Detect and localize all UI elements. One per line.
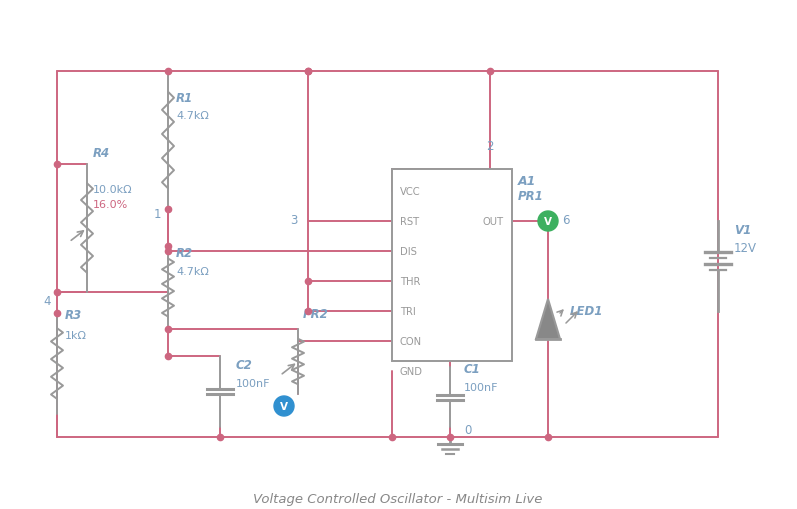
Text: R2: R2 [176,246,193,260]
Text: Voltage Controlled Oscillator - Multisim Live: Voltage Controlled Oscillator - Multisim… [253,493,543,505]
Text: CON: CON [400,336,422,346]
Text: 2: 2 [486,140,493,153]
Circle shape [274,396,294,416]
Text: PR1: PR1 [518,190,544,203]
Text: R3: R3 [65,308,82,321]
Text: V: V [280,401,288,411]
Bar [392,169,512,361]
Text: VCC: VCC [400,187,421,196]
Text: 12V: 12V [734,242,757,254]
Text: 100nF: 100nF [464,382,498,392]
Text: 16.0%: 16.0% [93,200,128,210]
Text: GND: GND [400,366,423,376]
Text: 4.7kΩ: 4.7kΩ [176,267,209,276]
Text: V: V [544,216,552,227]
Text: DIS: DIS [400,246,417,257]
Text: THR: THR [400,276,420,287]
Text: 10.0kΩ: 10.0kΩ [93,185,132,194]
Polygon shape [536,299,560,340]
Text: 3: 3 [290,214,297,227]
Text: RST: RST [400,216,419,227]
Text: 4: 4 [43,294,50,307]
Text: C2: C2 [236,358,253,371]
Text: 1kΩ: 1kΩ [65,330,87,341]
Text: A1: A1 [518,175,536,188]
Text: TRI: TRI [400,306,416,317]
Text: 6: 6 [562,214,570,227]
Text: LED1: LED1 [570,304,603,318]
Text: PR2: PR2 [303,307,328,320]
Text: 0: 0 [464,423,471,436]
Text: C1: C1 [464,362,481,375]
Text: R1: R1 [176,92,193,105]
Text: V1: V1 [734,223,752,237]
Text: OUT: OUT [483,216,504,227]
Text: R4: R4 [93,147,110,160]
Text: 1: 1 [154,208,162,220]
Text: 4.7kΩ: 4.7kΩ [176,111,209,121]
Text: 100nF: 100nF [236,378,270,388]
Circle shape [538,212,558,232]
